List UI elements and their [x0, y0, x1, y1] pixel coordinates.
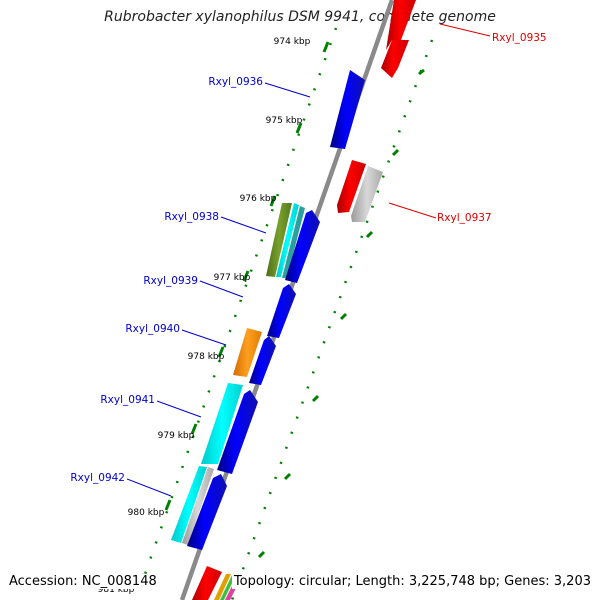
gene-label-Rxyl_0938[interactable]: Rxyl_0938: [164, 211, 219, 223]
gene-Rxyl_0940a: [233, 328, 262, 377]
gene-Rxyl_0938c: [285, 210, 320, 283]
gene-Rxyl_0942c: [187, 474, 227, 550]
gene-Rxyl_0942b: [182, 467, 214, 545]
tick-label: 979 kbp: [158, 431, 195, 441]
gene-label-Rxyl_0942[interactable]: Rxyl_0942: [70, 472, 125, 484]
gene-Rxyl_0937a: [337, 160, 366, 213]
gene-label-Rxyl_0940[interactable]: Rxyl_0940: [125, 323, 180, 335]
gene-Rxyl_0940b: [249, 336, 276, 385]
tick-label: 977 kbp: [214, 273, 251, 283]
tick-label: 976 kbp: [240, 194, 277, 204]
accession-text: Accession: NC_008148: [7, 574, 159, 589]
gene-bottom-red: [192, 566, 222, 600]
gene-Rxyl_0942a: [171, 466, 207, 543]
tick-label: 974 kbp: [274, 37, 311, 47]
tick-label: 981 kbp: [98, 585, 135, 595]
gene-Rxyl_0935: [381, 40, 409, 78]
gene-Rxyl_0937b: [351, 166, 383, 222]
gene-Rxyl_0941b: [217, 390, 258, 474]
gene-Rxyl_0938b: [276, 203, 299, 277]
gene-label-Rxyl_0937[interactable]: Rxyl_0937: [437, 212, 492, 224]
gene-label-Rxyl_0935[interactable]: Rxyl_0935: [492, 32, 547, 44]
gene-label-Rxyl_0939[interactable]: Rxyl_0939: [143, 275, 198, 287]
gene-label-Rxyl_0941[interactable]: Rxyl_0941: [100, 394, 155, 406]
gene-Rxyl_0939: [267, 284, 296, 338]
tick-label: 975 kbp: [266, 116, 303, 126]
outer-dotted-track: [230, 39, 434, 600]
gene-Rxyl_0941a: [201, 383, 243, 464]
tick-label: 978 kbp: [188, 352, 225, 362]
gene-Rxyl_0936: [330, 70, 365, 149]
inner-dotted-track: [134, 27, 338, 600]
gene-Rxyl_0938a: [266, 203, 292, 277]
gene-label-Rxyl_0936[interactable]: Rxyl_0936: [208, 76, 263, 88]
topology-text: Topology: circular; Length: 3,225,748 bp…: [231, 574, 593, 589]
tick-label: 980 kbp: [128, 508, 165, 518]
